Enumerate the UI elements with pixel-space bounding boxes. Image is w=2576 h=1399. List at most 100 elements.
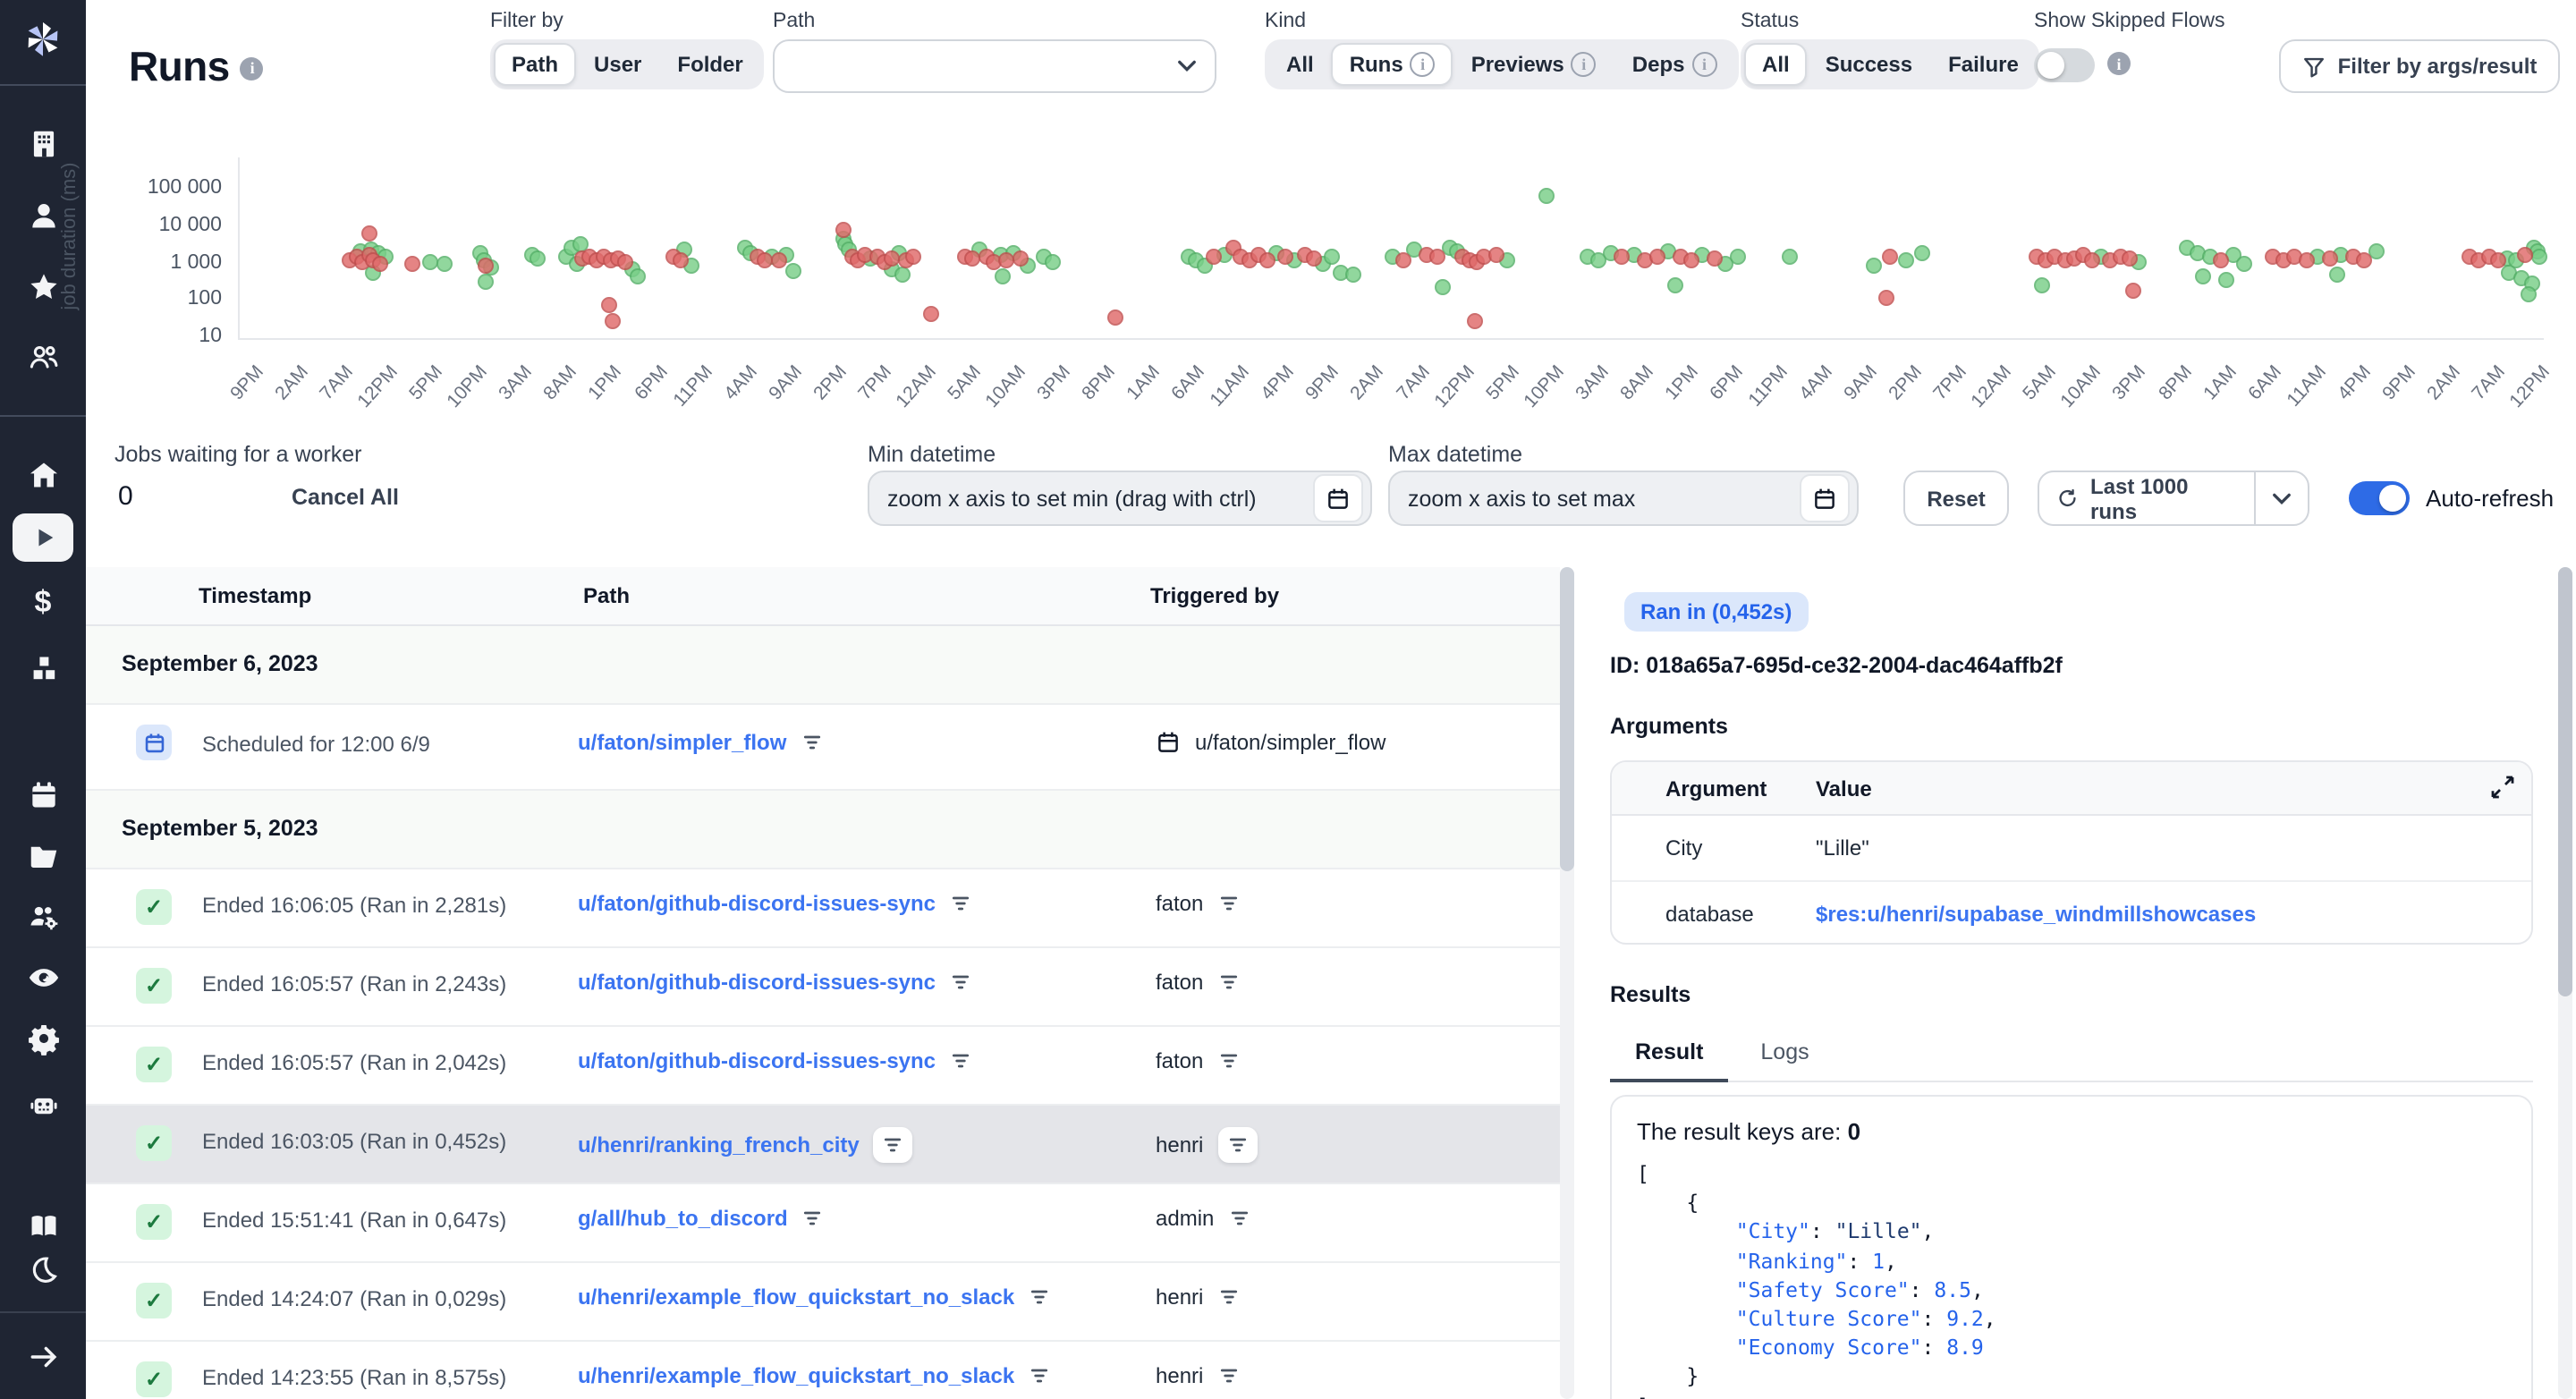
sidebar-expand-button[interactable]	[0, 1331, 86, 1381]
filter-by-args-result-button[interactable]: Filter by args/result	[2279, 39, 2560, 93]
filter-icon[interactable]	[1029, 1365, 1050, 1386]
triggered-by-filter-button[interactable]	[1217, 971, 1239, 993]
sidebar-item-docs[interactable]	[0, 1200, 86, 1251]
last-runs-chevron-button[interactable]	[2254, 472, 2308, 524]
job-duration-chart[interactable]: job duration (ms) 10 100 1 000 10 000 100 00…	[0, 111, 2576, 562]
sidebar-item-schedules[interactable]	[0, 769, 86, 819]
filter-icon[interactable]	[802, 1208, 824, 1229]
sidebar-item-variables[interactable]: $	[0, 578, 86, 628]
sidebar-item-favorites[interactable]	[0, 261, 86, 311]
run-row[interactable]: ✓ Ended 16:05:57 (Ran in 2,243s) u/faton/g…	[86, 948, 1560, 1027]
path-select[interactable]	[773, 39, 1216, 93]
run-row[interactable]: ✓ Ended 14:24:07 (Ran in 0,029s) u/henri/e…	[86, 1263, 1560, 1342]
filter-icon[interactable]	[950, 1050, 971, 1072]
run-row[interactable]: ✓ Ended 15:51:41 (Ran in 0,647s) g/all/hub…	[86, 1184, 1560, 1263]
triggered-by-filter-button[interactable]	[1217, 1365, 1239, 1386]
run-path-link[interactable]: u/henri/example_flow_quickstart_no_slack	[578, 1363, 1015, 1388]
filter-icon[interactable]	[950, 971, 971, 993]
sidebar-item-openai[interactable]	[0, 1079, 86, 1129]
max-datetime-input[interactable]: zoom x axis to set max	[1388, 471, 1859, 526]
filter-icon[interactable]	[1228, 1208, 1250, 1229]
last-runs-dropdown[interactable]: Last 1000 runs	[2038, 471, 2309, 526]
sidebar-item-runs-selected[interactable]	[0, 513, 86, 564]
filter-icon[interactable]	[1217, 971, 1239, 993]
tab-result[interactable]: Result	[1610, 1029, 1729, 1082]
triggered-by-filter-button[interactable]	[1217, 893, 1239, 914]
filter-icon[interactable]	[1217, 1286, 1239, 1308]
triggered-by-filter-button[interactable]	[1217, 1127, 1258, 1163]
run-row[interactable]: ✓ Ended 16:06:05 (Ran in 2,281s) u/faton/g…	[86, 869, 1560, 948]
sidebar-item-workers[interactable]	[0, 891, 86, 941]
triggered-by-filter-button[interactable]	[1217, 1286, 1239, 1308]
sidebar-item-settings[interactable]	[0, 1013, 86, 1063]
calendar-picker-button[interactable]	[1313, 474, 1363, 522]
sidebar-item-workspace[interactable]	[0, 118, 86, 168]
sidebar-item-user[interactable]	[0, 190, 86, 240]
segment-option-success[interactable]: Success	[1825, 52, 1913, 77]
filter-icon[interactable]	[1217, 893, 1239, 914]
info-icon[interactable]: i	[1691, 52, 1717, 77]
path-filter-button[interactable]	[1029, 1286, 1050, 1308]
filter-icon[interactable]	[1217, 1050, 1239, 1072]
filter-icon[interactable]	[801, 732, 822, 753]
info-icon[interactable]: i	[240, 56, 264, 80]
segment-option-all[interactable]: All	[1744, 43, 1808, 86]
chart-plot-area[interactable]	[238, 157, 2547, 340]
segment-option-previews[interactable]: Previews i	[1453, 43, 1614, 86]
run-path-link[interactable]: u/faton/simpler_flow	[578, 730, 787, 755]
segment-option-failure[interactable]: Failure	[1948, 52, 2019, 77]
run-path-link[interactable]: u/henri/ranking_french_city	[578, 1132, 860, 1157]
sidebar-item-groups[interactable]	[0, 331, 86, 381]
info-icon[interactable]: i	[2107, 52, 2131, 75]
sidebar-item-home[interactable]	[0, 449, 86, 499]
segment-option-user[interactable]: User	[594, 52, 642, 77]
run-path-link[interactable]: u/faton/github-discord-issues-sync	[578, 891, 936, 916]
show-skipped-flows-toggle[interactable]	[2034, 48, 2095, 82]
segment-option-runs[interactable]: Runs i	[1331, 43, 1453, 86]
path-filter-button[interactable]	[873, 1127, 913, 1163]
sidebar-item-audit-logs[interactable]	[0, 952, 86, 1002]
path-filter-button[interactable]	[950, 971, 971, 993]
segment-option-path[interactable]: Path	[494, 43, 577, 86]
tab-logs[interactable]: Logs	[1760, 1039, 1809, 1064]
path-filter-button[interactable]	[950, 893, 971, 914]
run-path-link[interactable]: u/henri/example_flow_quickstart_no_slack	[578, 1285, 1015, 1310]
windmill-logo[interactable]	[18, 16, 68, 66]
detail-scrollbar-thumb[interactable]	[2558, 567, 2572, 996]
table-scrollbar-thumb[interactable]	[1560, 567, 1574, 871]
auto-refresh-toggle[interactable]	[2349, 481, 2410, 515]
run-path-link[interactable]: u/faton/github-discord-issues-sync	[578, 1048, 936, 1073]
run-path-link[interactable]: u/faton/github-discord-issues-sync	[578, 970, 936, 995]
path-filter-button[interactable]	[802, 1208, 824, 1229]
sidebar-item-folders[interactable]	[0, 830, 86, 880]
reset-button[interactable]: Reset	[1903, 471, 2009, 526]
segment-option-folder[interactable]: Folder	[677, 52, 743, 77]
filter-icon[interactable]	[1029, 1286, 1050, 1308]
segment-option-all[interactable]: All	[1286, 52, 1314, 77]
run-path-link[interactable]: g/all/hub_to_discord	[578, 1206, 788, 1231]
scheduled-run-row[interactable]: Scheduled for 12:00 6/9 u/faton/simpler_f…	[86, 705, 1560, 791]
filter-icon[interactable]	[883, 1134, 904, 1156]
last-runs-main[interactable]: Last 1000 runs	[2039, 473, 2241, 523]
expand-icon[interactable]	[2490, 775, 2515, 800]
sidebar-item-resources[interactable]	[0, 642, 86, 692]
filter-icon[interactable]	[950, 893, 971, 914]
run-row[interactable]: ✓ Ended 16:05:57 (Ran in 2,042s) u/faton/g…	[86, 1027, 1560, 1106]
filter-icon[interactable]	[1226, 1134, 1248, 1156]
calendar-picker-button[interactable]	[1800, 474, 1850, 522]
path-filter-button[interactable]	[1029, 1365, 1050, 1386]
argument-value[interactable]: $res:u/henri/supabase_windmillshowcases	[1816, 902, 2257, 927]
segment-option-deps[interactable]: Deps i	[1614, 43, 1735, 86]
min-datetime-input[interactable]: zoom x axis to set min (drag with ctrl)	[868, 471, 1372, 526]
triggered-by-filter-button[interactable]	[1217, 1050, 1239, 1072]
run-row[interactable]: ✓ Ended 16:03:05 (Ran in 0,452s) u/henri/r…	[86, 1106, 1560, 1184]
filter-icon[interactable]	[1217, 1365, 1239, 1386]
run-row[interactable]: ✓ Ended 14:23:55 (Ran in 8,575s) u/henri/e…	[86, 1342, 1560, 1399]
info-icon[interactable]: i	[1571, 52, 1597, 77]
sidebar-item-theme[interactable]	[0, 1243, 86, 1293]
path-filter-button[interactable]	[801, 732, 822, 753]
cancel-all-button[interactable]: Cancel All	[292, 485, 399, 510]
path-filter-button[interactable]	[950, 1050, 971, 1072]
info-icon[interactable]: i	[1410, 52, 1436, 77]
triggered-by-filter-button[interactable]	[1228, 1208, 1250, 1229]
